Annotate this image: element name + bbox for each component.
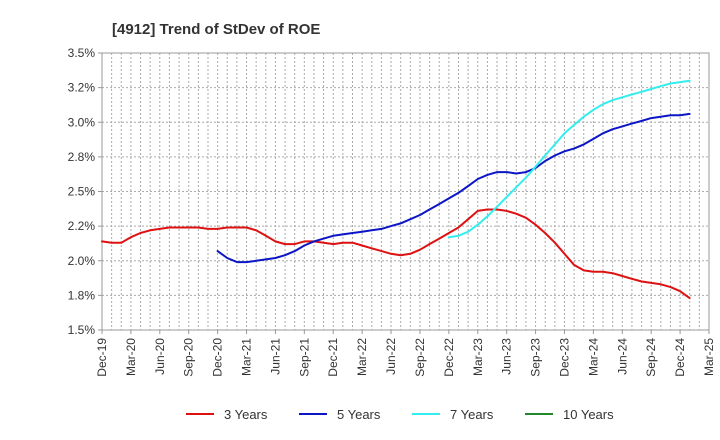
x-tick-label: Dec-20 — [211, 338, 225, 377]
x-tick-label: Mar-24 — [586, 338, 600, 376]
x-tick-label: Sep-23 — [529, 338, 543, 377]
x-tick-label: Dec-22 — [442, 338, 456, 377]
x-tick-label: Jun-24 — [615, 338, 629, 375]
legend-label: 5 Years — [337, 407, 381, 422]
series-line-5-years — [216, 112, 691, 264]
x-tick-label: Jun-21 — [268, 338, 282, 375]
series-line-3-years — [101, 208, 691, 300]
x-tick-label: Sep-21 — [297, 338, 311, 377]
y-tick-label: 2.0% — [68, 254, 96, 268]
plot-area-frame — [101, 52, 710, 331]
x-tick-label: Dec-23 — [557, 338, 571, 377]
x-tick-label: Jun-23 — [500, 338, 514, 375]
y-tick-label: 2.5% — [68, 185, 96, 199]
series-line-7-years — [447, 79, 691, 239]
x-tick-label: Mar-25 — [702, 338, 716, 376]
x-tick-label: Jun-22 — [384, 338, 398, 375]
legend-label: 10 Years — [563, 407, 614, 422]
x-tick-label: Mar-23 — [471, 338, 485, 376]
x-tick-label: Sep-24 — [644, 338, 658, 377]
x-axis: Dec-19 Mar-20 Jun-20 Sep-20 Dec-20 Mar-21 Jun-… — [95, 330, 716, 377]
x-tick-label: Mar-20 — [124, 338, 138, 376]
y-tick-label: 2.2% — [68, 219, 96, 233]
series-layer — [101, 79, 691, 300]
legend-label: 3 Years — [224, 407, 268, 422]
chart-legend: 3 Years 5 Years 7 Years 10 Years — [186, 407, 614, 422]
x-tick-label: Dec-21 — [326, 338, 340, 377]
y-tick-label: 1.5% — [68, 323, 96, 337]
y-tick-label: 1.8% — [68, 288, 96, 302]
y-tick-label: 3.0% — [68, 115, 96, 129]
chart-grid — [102, 53, 709, 330]
x-tick-label: Sep-22 — [413, 338, 427, 377]
legend-label: 7 Years — [450, 407, 494, 422]
x-tick-label: Dec-19 — [95, 338, 109, 377]
x-tick-label: Sep-20 — [182, 338, 196, 377]
x-tick-label: Mar-21 — [240, 338, 254, 376]
x-tick-label: Dec-24 — [673, 338, 687, 377]
x-tick-label: Jun-20 — [153, 338, 167, 375]
y-tick-label: 3.2% — [68, 81, 96, 95]
y-axis: 1.5% 1.8% 2.0% 2.2% 2.5% 2.8% 3.0% 3.2% 3.5% — [68, 46, 102, 337]
x-tick-label: Mar-22 — [355, 338, 369, 376]
y-tick-label: 2.8% — [68, 150, 96, 164]
y-tick-label: 3.5% — [68, 46, 96, 60]
chart-title: [4912] Trend of StDev of ROE — [112, 21, 320, 38]
